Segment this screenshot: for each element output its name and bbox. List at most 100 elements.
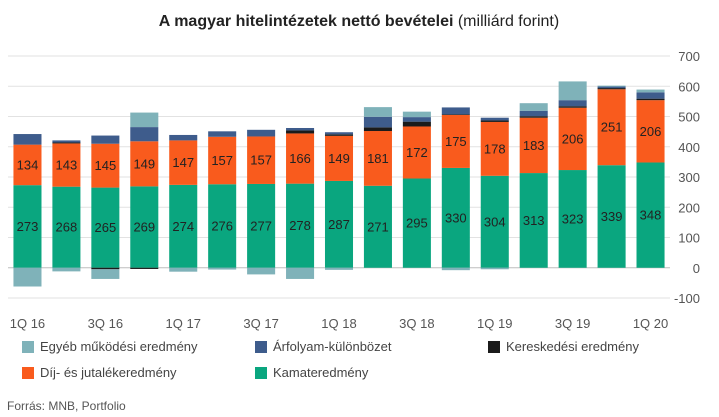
bar-segment [636, 89, 665, 93]
y-tick-label: 500 [678, 110, 700, 125]
bar-segment [519, 173, 548, 268]
legend: Egyéb működési eredmény Árfolyam-különböz… [22, 339, 639, 380]
chart-title: A magyar hitelintézetek nettó bevételei … [159, 13, 559, 30]
bar-segment [519, 103, 548, 111]
legend-label: Díj- és jutalékeredmény [40, 365, 177, 380]
bar-segment [363, 127, 392, 132]
bar-segment [208, 267, 237, 270]
data-label: 181 [367, 151, 389, 166]
data-label: 149 [328, 151, 350, 166]
bar-segment [558, 81, 587, 101]
bar-segment [130, 186, 159, 268]
bar-segment [636, 100, 665, 163]
bar-segment [558, 106, 587, 108]
bar-segment [324, 132, 354, 135]
data-label: 304 [484, 214, 506, 229]
legend-label: Árfolyam-különbözet [273, 339, 392, 354]
legend-swatch [488, 341, 500, 353]
legend-label: Kereskedési eredmény [506, 339, 639, 354]
bar-segment [597, 165, 626, 268]
data-label: 178 [484, 141, 506, 156]
bar-segment [286, 130, 315, 134]
data-label: 271 [367, 219, 389, 234]
data-label: 278 [289, 218, 311, 233]
data-label: 145 [95, 158, 117, 173]
legend-swatch [22, 367, 34, 379]
data-label: 277 [250, 218, 272, 233]
y-tick-label: 600 [678, 79, 700, 94]
data-label: 175 [445, 134, 467, 149]
bar-segment [247, 267, 276, 275]
bar-segment [130, 112, 159, 128]
x-tick-label: 1Q 18 [321, 316, 356, 331]
data-label: 147 [172, 155, 194, 170]
bar-segment [91, 135, 120, 144]
data-label: 348 [640, 208, 662, 223]
data-label: 313 [523, 213, 545, 228]
bar-segment [441, 114, 470, 168]
bar-segment [480, 175, 509, 268]
y-tick-label: -100 [674, 291, 700, 306]
bar-segment [441, 167, 470, 268]
bar-segment [286, 183, 315, 268]
bar-segment [441, 107, 470, 115]
bar-segment [286, 133, 315, 184]
legend-swatch [255, 341, 267, 353]
bar-segment [247, 136, 276, 184]
bar-segment [402, 111, 431, 118]
bar-segment [324, 134, 354, 136]
bar-segment [13, 144, 42, 186]
data-label: 134 [17, 157, 39, 172]
bar-segment [636, 92, 665, 99]
bar-segment [169, 134, 198, 141]
bar-segment [52, 186, 81, 268]
x-tick-label: 1Q 16 [10, 316, 45, 331]
data-label: 269 [133, 220, 155, 235]
data-label: 330 [445, 210, 467, 225]
data-label: 274 [172, 219, 194, 234]
y-tick-label: 0 [693, 261, 700, 276]
bar-segment [402, 178, 431, 268]
bar-segment [13, 185, 42, 268]
data-label: 295 [406, 216, 428, 231]
bar-segment [558, 100, 587, 107]
source-note: Forrás: MNB, Portfolio [7, 399, 126, 413]
bar-segment [324, 267, 354, 270]
bar-segment [169, 184, 198, 268]
bar-segment [169, 140, 198, 185]
legend-swatch [255, 367, 267, 379]
y-tick-label: 100 [678, 231, 700, 246]
data-label: 183 [523, 138, 545, 153]
bar-segment [597, 86, 626, 89]
data-label: 323 [562, 211, 584, 226]
bar-segment [519, 110, 548, 117]
bar-segment [441, 114, 470, 115]
data-label: 172 [406, 145, 428, 160]
bar-segment [286, 127, 315, 131]
data-label: 157 [211, 153, 233, 168]
data-label: 206 [640, 124, 662, 139]
bar-segment [91, 269, 120, 279]
data-label: 339 [601, 209, 623, 224]
x-tick-label: 3Q 16 [88, 316, 123, 331]
bar-segment [169, 267, 198, 272]
data-label: 265 [95, 220, 117, 235]
bar-segment [208, 131, 237, 137]
x-tick-label: 3Q 19 [555, 316, 590, 331]
bar-segment [402, 121, 431, 127]
bar-segment [130, 141, 159, 187]
legend-swatch [22, 341, 34, 353]
data-label: 149 [133, 156, 155, 171]
data-label: 268 [56, 220, 78, 235]
bar-segment [91, 143, 120, 188]
bar-segment [247, 183, 276, 268]
bar-segment [130, 267, 159, 269]
bar-segment [286, 267, 315, 279]
x-tick-label: 1Q 20 [633, 316, 668, 331]
data-label: 157 [250, 153, 272, 168]
bars: 273 134 268 143 265 145 269 149 274 147 276 157 277 1… [13, 81, 665, 287]
bar-segment [363, 185, 392, 268]
bar-segment [52, 140, 81, 143]
bar-segment [324, 135, 354, 181]
